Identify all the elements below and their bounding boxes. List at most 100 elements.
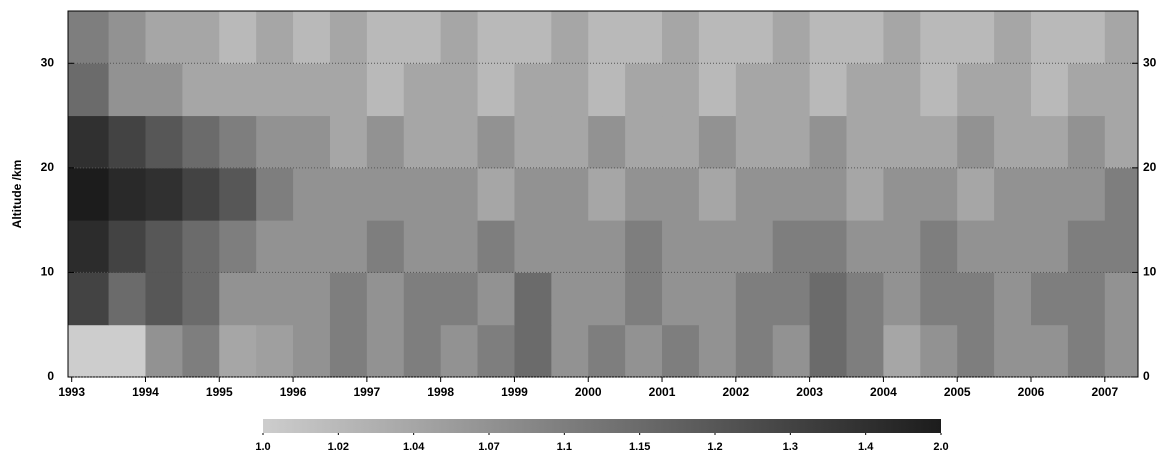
heatmap-cell <box>68 167 110 221</box>
heatmap-cell <box>846 11 884 64</box>
heatmap-cell <box>329 167 368 221</box>
heatmap-cell <box>219 115 257 169</box>
heatmap-cell <box>625 167 663 221</box>
heatmap-cell <box>846 324 884 378</box>
heatmap-cell <box>440 115 479 169</box>
heatmap-cell <box>108 324 146 378</box>
heatmap-cell <box>957 220 995 273</box>
colorbar-tick-label: 1.1 <box>557 441 572 453</box>
heatmap-cell <box>698 272 737 326</box>
heatmap-cell <box>108 220 146 273</box>
heatmap-cell <box>182 115 220 169</box>
heatmap-cell <box>440 272 479 326</box>
heatmap-cell <box>366 272 405 326</box>
heatmap-cell <box>145 220 183 273</box>
heatmap-cell <box>809 115 848 169</box>
heatmap-cell <box>182 324 220 378</box>
heatmap-cell <box>994 115 1032 169</box>
heatmap-cell <box>293 115 331 169</box>
heatmap-cell <box>1067 11 1106 64</box>
x-tick-label: 1993 <box>58 385 85 399</box>
heatmap-cell <box>994 11 1032 64</box>
x-tick-label: 2002 <box>722 385 749 399</box>
heatmap-cell <box>293 220 331 273</box>
heatmap-cell <box>551 220 589 273</box>
heatmap-cell <box>883 324 921 378</box>
heatmap-cell <box>477 63 515 117</box>
heatmap-cell <box>772 220 811 273</box>
heatmap-cell <box>1067 115 1106 169</box>
y-tick-label: 20 <box>41 160 55 174</box>
heatmap-cell <box>366 115 405 169</box>
heatmap-cell <box>883 167 921 221</box>
colorbar-tick-label: 1.3 <box>783 441 798 453</box>
heatmap-cell <box>809 324 848 378</box>
heatmap-cell <box>256 220 294 273</box>
heatmap-cell <box>256 324 294 378</box>
heatmap-cell <box>329 11 368 64</box>
heatmap-cell <box>994 167 1032 221</box>
heatmap-cell <box>293 63 331 117</box>
heatmap-cell <box>514 11 552 64</box>
heatmap-cell <box>477 324 515 378</box>
heatmap-cell <box>1067 167 1106 221</box>
heatmap-cell <box>551 167 589 221</box>
y2-tick-label: 10 <box>1143 265 1157 279</box>
heatmap-cell <box>219 63 257 117</box>
heatmap-cell <box>403 220 442 273</box>
heatmap-cell <box>662 167 700 221</box>
heatmap-cell <box>329 324 368 378</box>
heatmap-cell <box>366 11 405 64</box>
heatmap-cell <box>588 272 626 326</box>
heatmap-cell <box>68 11 110 64</box>
heatmap-cell <box>440 11 479 64</box>
heatmap-cell <box>440 167 479 221</box>
heatmap-cell <box>366 167 405 221</box>
heatmap-cell <box>735 63 774 117</box>
heatmap-cell <box>145 11 183 64</box>
heatmap-cell <box>329 63 368 117</box>
heatmap-cell <box>366 324 405 378</box>
x-tick-label: 2003 <box>796 385 823 399</box>
colorbar-tick-label: 1.4 <box>858 441 874 453</box>
heatmap-cell <box>772 167 811 221</box>
x-tick-label: 1994 <box>132 385 159 399</box>
heatmap-cell <box>514 167 552 221</box>
heatmap-cell <box>698 220 737 273</box>
colorbar-tick-label: 2.0 <box>933 441 948 453</box>
heatmap-cell <box>994 324 1032 378</box>
heatmap-cell <box>1031 220 1069 273</box>
heatmap-cell <box>440 220 479 273</box>
heatmap-cell <box>920 63 958 117</box>
heatmap-cell <box>145 167 183 221</box>
heatmap-cell <box>403 324 442 378</box>
y-tick-label: 30 <box>41 55 55 69</box>
heatmap-cell <box>256 11 294 64</box>
heatmap-cell <box>883 63 921 117</box>
heatmap-cell <box>182 272 220 326</box>
heatmap-cell <box>957 115 995 169</box>
heatmap-cell <box>1031 167 1069 221</box>
heatmap-cell <box>477 272 515 326</box>
heatmap-cell <box>735 115 774 169</box>
heatmap-cell <box>108 272 146 326</box>
heatmap-cell <box>256 167 294 221</box>
heatmap-cell <box>403 167 442 221</box>
heatmap-cell <box>662 272 700 326</box>
heatmap-cell <box>809 63 848 117</box>
heatmap-cell <box>256 115 294 169</box>
heatmap-cell <box>662 11 700 64</box>
heatmap-cell <box>1104 220 1139 273</box>
heatmap-cell <box>1031 272 1069 326</box>
heatmap-cell <box>514 220 552 273</box>
colorbar-tick-label: 1.07 <box>478 441 499 453</box>
heatmap-cell <box>145 115 183 169</box>
x-tick-label: 1996 <box>280 385 307 399</box>
colorbar-tick-label: 1.15 <box>629 441 650 453</box>
heatmap-cell <box>588 63 626 117</box>
heatmap-cell <box>1104 11 1139 64</box>
heatmap-cell <box>772 272 811 326</box>
heatmap-cell <box>772 115 811 169</box>
heatmap-cell <box>588 220 626 273</box>
heatmap-cell <box>108 167 146 221</box>
